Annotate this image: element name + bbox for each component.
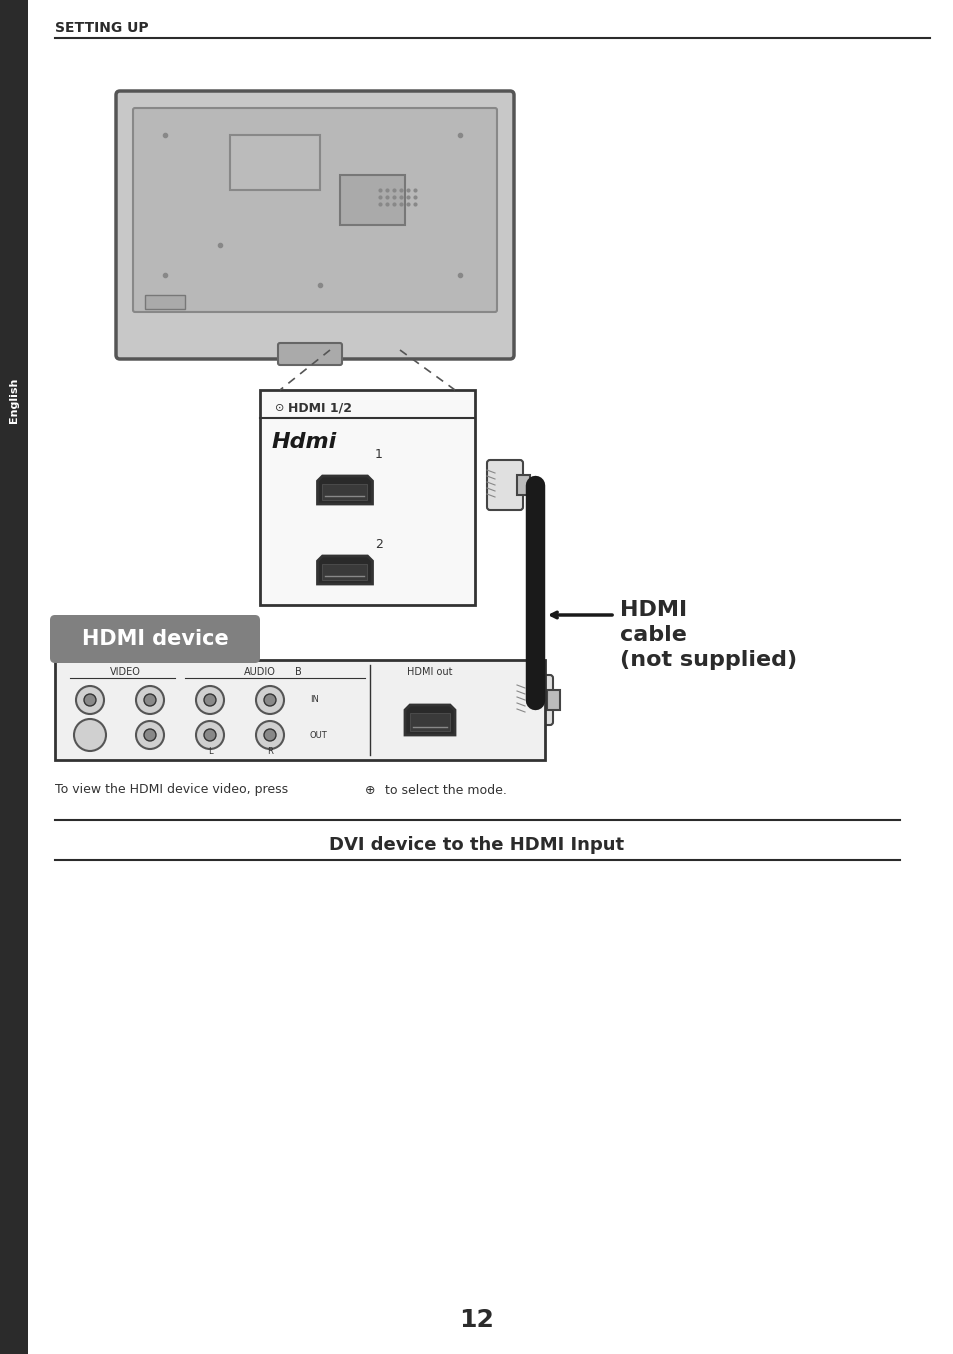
Circle shape	[74, 719, 106, 751]
Bar	[230, 135, 319, 190]
Circle shape	[255, 686, 284, 714]
Text: ⊙: ⊙	[274, 403, 284, 413]
Bar	[339, 175, 405, 225]
Bar	[260, 390, 475, 605]
FancyBboxPatch shape	[132, 108, 497, 311]
Bar	[145, 295, 185, 309]
Circle shape	[264, 728, 275, 741]
Text: Hdmi: Hdmi	[272, 432, 337, 452]
Text: AUDIO: AUDIO	[244, 668, 275, 677]
Polygon shape	[410, 714, 450, 731]
Polygon shape	[405, 705, 455, 735]
FancyBboxPatch shape	[486, 460, 522, 510]
Text: HDMI out: HDMI out	[407, 668, 453, 677]
FancyBboxPatch shape	[116, 91, 514, 359]
Circle shape	[84, 695, 96, 705]
Circle shape	[144, 728, 156, 741]
Text: VIDEO: VIDEO	[110, 668, 140, 677]
Polygon shape	[517, 475, 530, 496]
Circle shape	[204, 695, 215, 705]
Polygon shape	[317, 477, 372, 504]
Polygon shape	[322, 565, 367, 580]
Bar	[55, 659, 544, 760]
Circle shape	[136, 720, 164, 749]
Text: To view the HDMI device video, press: To view the HDMI device video, press	[55, 784, 288, 796]
Text: HDMI device: HDMI device	[82, 630, 228, 649]
Circle shape	[264, 695, 275, 705]
FancyBboxPatch shape	[50, 615, 260, 663]
Polygon shape	[317, 556, 372, 584]
Circle shape	[195, 686, 224, 714]
Text: SETTING UP: SETTING UP	[55, 22, 149, 35]
Circle shape	[204, 728, 215, 741]
FancyBboxPatch shape	[517, 676, 553, 724]
Text: B: B	[294, 668, 301, 677]
Text: HDMI
cable
(not supplied): HDMI cable (not supplied)	[619, 600, 797, 670]
FancyBboxPatch shape	[277, 343, 341, 366]
Text: 2: 2	[375, 539, 382, 551]
Circle shape	[195, 720, 224, 749]
Circle shape	[144, 695, 156, 705]
Text: English: English	[9, 378, 19, 422]
Text: to select the mode.: to select the mode.	[385, 784, 506, 796]
Text: R: R	[267, 747, 273, 757]
Polygon shape	[322, 483, 367, 500]
Polygon shape	[546, 691, 559, 709]
Text: ⊕: ⊕	[364, 784, 375, 796]
Circle shape	[76, 686, 104, 714]
Text: DVI device to the HDMI Input: DVI device to the HDMI Input	[329, 835, 624, 854]
Text: L: L	[208, 747, 213, 757]
Text: OUT: OUT	[310, 731, 328, 739]
FancyBboxPatch shape	[0, 0, 28, 1354]
Text: HDMI 1/2: HDMI 1/2	[288, 402, 352, 414]
Text: IN: IN	[310, 696, 318, 704]
Circle shape	[136, 686, 164, 714]
Text: 1: 1	[375, 448, 382, 462]
Text: 12: 12	[459, 1308, 494, 1332]
Circle shape	[255, 720, 284, 749]
